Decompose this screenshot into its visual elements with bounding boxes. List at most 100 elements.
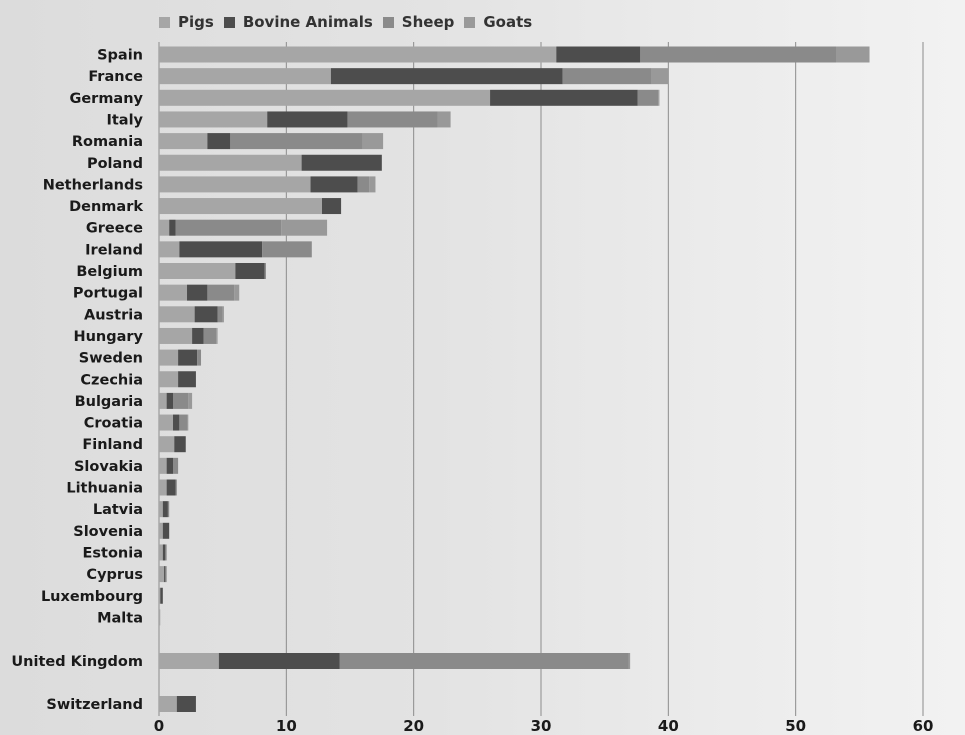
bar-finland-bovine-animals	[174, 436, 186, 453]
bar-greece-goats	[281, 219, 328, 236]
bar-sweden-bovine-animals	[178, 349, 198, 366]
bar-italy-goats	[437, 111, 451, 128]
category-label-czechia: Czechia	[80, 372, 143, 388]
x-tick-label-10: 10	[276, 717, 297, 735]
bar-cyprus-pigs	[159, 566, 165, 583]
bar-slovenia-bovine-animals	[162, 522, 170, 539]
category-label-luxembourg: Luxembourg	[41, 589, 143, 605]
category-label-poland: Poland	[87, 156, 143, 172]
category-label-belgium: Belgium	[76, 264, 143, 280]
category-label-sweden: Sweden	[79, 351, 143, 367]
x-tick-label-0: 0	[154, 717, 164, 735]
bar-slovakia-sheep	[173, 457, 179, 474]
bar-latvia-bovine-animals	[162, 501, 168, 518]
bar-poland-bovine-animals	[301, 154, 382, 171]
category-label-united-kingdom: United Kingdom	[11, 654, 143, 670]
bar-ireland-sheep	[262, 241, 312, 258]
bar-hungary-sheep	[203, 327, 217, 344]
bar-belgium-bovine-animals	[235, 263, 265, 279]
bar-greece-pigs	[159, 219, 170, 236]
bar-united-kingdom-goats	[628, 653, 631, 669]
bar-latvia-sheep	[167, 501, 170, 518]
bar-germany-sheep	[637, 89, 659, 106]
bar-greece-sheep	[175, 219, 282, 236]
bar-belgium-pigs	[159, 263, 236, 279]
x-tick-label-40: 40	[658, 717, 679, 735]
bar-netherlands-pigs	[159, 176, 311, 193]
bar-croatia-sheep	[179, 414, 188, 431]
bar-czechia-pigs	[159, 371, 179, 388]
bar-france-pigs	[159, 68, 331, 85]
bar-united-kingdom-pigs	[159, 653, 219, 669]
legend-label-goats: Goats	[483, 13, 533, 31]
bar-germany-goats	[658, 89, 660, 106]
category-label-cyprus: Cyprus	[86, 567, 143, 583]
bar-romania-sheep	[230, 133, 363, 150]
bar-switzerland-pigs	[159, 696, 177, 712]
bar-cyprus-bovine-animals	[164, 566, 166, 583]
bar-malta-pigs	[159, 609, 161, 626]
bar-denmark-pigs	[159, 198, 322, 215]
chart-legend: Pigs Bovine Animals Sheep Goats	[159, 12, 542, 32]
bar-greece-bovine-animals	[169, 219, 176, 236]
bar-ireland-pigs	[159, 241, 180, 258]
bar-portugal-bovine-animals	[187, 284, 208, 301]
bar-luxembourg-bovine-animals	[160, 587, 163, 604]
category-label-lithuania: Lithuania	[66, 481, 143, 497]
bar-czechia-bovine-animals	[178, 371, 196, 388]
bar-netherlands-bovine-animals	[310, 176, 358, 193]
category-label-slovakia: Slovakia	[74, 459, 143, 475]
bar-croatia-goats	[187, 414, 189, 431]
bar-portugal-goats	[234, 284, 240, 301]
category-label-spain: Spain	[97, 48, 143, 64]
bar-netherlands-goats	[369, 176, 376, 193]
category-label-ireland: Ireland	[85, 242, 143, 258]
category-label-netherlands: Netherlands	[43, 177, 143, 193]
category-label-latvia: Latvia	[93, 502, 143, 518]
category-label-germany: Germany	[69, 91, 143, 107]
bar-austria-sheep	[217, 306, 223, 323]
bar-finland-pigs	[159, 436, 175, 453]
bar-slovenia-pigs	[159, 522, 163, 539]
legend-item-pigs: Pigs	[159, 13, 214, 31]
legend-swatch-bovine-animals	[223, 16, 235, 28]
bar-belgium-sheep	[264, 263, 266, 279]
category-label-slovenia: Slovenia	[73, 524, 143, 540]
bar-austria-goats	[222, 306, 224, 323]
bar-italy-pigs	[159, 111, 268, 128]
bar-sweden-pigs	[159, 349, 179, 366]
legend-label-sheep: Sheep	[401, 13, 455, 31]
bar-united-kingdom-sheep	[339, 653, 629, 669]
bar-portugal-pigs	[159, 284, 188, 301]
category-label-croatia: Croatia	[84, 416, 143, 432]
bar-sweden-sheep	[197, 349, 202, 366]
bar-hungary-bovine-animals	[192, 327, 204, 344]
category-label-denmark: Denmark	[69, 199, 143, 215]
category-label-austria: Austria	[84, 307, 143, 323]
category-label-italy: Italy	[106, 112, 143, 128]
bar-ireland-bovine-animals	[179, 241, 263, 258]
bar-germany-bovine-animals	[490, 89, 638, 106]
bar-estonia-bovine-animals	[162, 544, 166, 561]
bar-slovakia-pigs	[159, 457, 167, 474]
bar-spain-pigs	[159, 46, 557, 63]
category-label-malta: Malta	[97, 610, 143, 626]
bar-estonia-sheep	[165, 544, 167, 561]
category-label-hungary: Hungary	[73, 329, 143, 345]
bar-germany-pigs	[159, 89, 491, 106]
x-tick-label-50: 50	[785, 717, 806, 735]
bar-italy-sheep	[347, 111, 438, 128]
category-label-finland: Finland	[82, 437, 143, 453]
bar-france-goats	[651, 68, 669, 85]
bar-france-bovine-animals	[330, 68, 563, 85]
bar-croatia-bovine-animals	[173, 414, 180, 431]
bar-united-kingdom-bovine-animals	[218, 653, 340, 669]
bar-hungary-pigs	[159, 327, 193, 344]
legend-item-bovine-animals: Bovine Animals	[223, 13, 373, 31]
legend-swatch-goats	[464, 16, 476, 28]
bar-austria-pigs	[159, 306, 195, 323]
category-label-portugal: Portugal	[73, 286, 143, 302]
bar-netherlands-sheep	[357, 176, 370, 193]
bar-estonia-pigs	[159, 544, 163, 561]
bar-cyprus-sheep	[165, 566, 167, 583]
